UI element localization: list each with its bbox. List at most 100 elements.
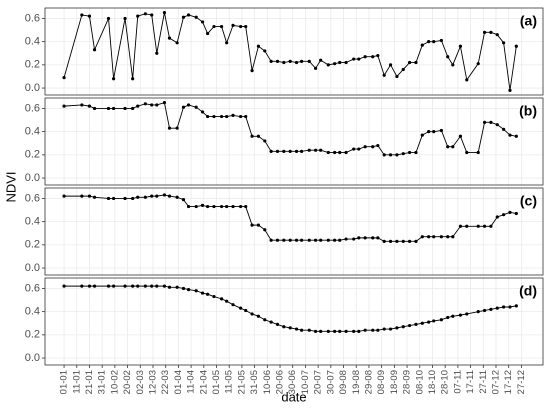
point: [382, 327, 386, 331]
x-tick-label: 17-11: [465, 370, 476, 394]
point: [269, 320, 273, 324]
point: [432, 319, 436, 323]
point: [395, 74, 399, 79]
point: [482, 30, 487, 34]
point: [489, 224, 493, 228]
point: [106, 284, 111, 288]
point: [363, 145, 367, 149]
point: [432, 130, 436, 134]
point: [239, 306, 243, 310]
point: [401, 67, 405, 72]
point: [401, 152, 405, 156]
point: [219, 24, 224, 29]
point: [338, 329, 342, 333]
point: [420, 133, 424, 137]
point: [427, 235, 431, 239]
point: [352, 147, 356, 151]
point: [344, 150, 348, 155]
point: [162, 193, 167, 197]
point: [388, 239, 393, 243]
y-tick-label: 0.0: [25, 172, 40, 184]
point: [307, 148, 311, 152]
point: [282, 238, 286, 242]
point: [307, 238, 311, 242]
point: [476, 310, 480, 314]
point: [244, 204, 248, 209]
point: [231, 204, 235, 209]
point: [427, 130, 431, 134]
point: [181, 198, 186, 202]
point: [300, 238, 304, 242]
point: [175, 41, 179, 45]
x-tick-label: 30-06: [287, 370, 298, 394]
point: [294, 238, 299, 242]
point: [250, 312, 254, 316]
point: [256, 44, 261, 48]
point: [508, 88, 512, 92]
x-tick-label: 31-05: [249, 370, 260, 394]
point: [476, 62, 480, 66]
point: [288, 149, 292, 153]
point: [333, 62, 337, 66]
point: [420, 321, 424, 325]
point: [495, 123, 499, 127]
point: [458, 224, 463, 228]
point: [131, 77, 135, 81]
point: [225, 299, 229, 303]
point: [143, 12, 147, 16]
point: [300, 328, 304, 332]
point: [219, 204, 224, 209]
point: [186, 204, 191, 209]
point: [106, 196, 111, 201]
point: [482, 308, 487, 313]
point: [186, 13, 191, 17]
point: [338, 60, 342, 65]
point: [371, 145, 375, 149]
point: [212, 114, 216, 119]
point: [269, 238, 273, 242]
point: [408, 60, 412, 65]
point: [408, 150, 412, 155]
point: [476, 224, 480, 228]
point: [244, 308, 248, 313]
x-tick-label: 21-05: [236, 370, 247, 394]
x-tick-label: 29-08: [363, 370, 374, 394]
point: [508, 210, 512, 214]
point: [200, 291, 205, 295]
x-tick-label: 02-03: [135, 370, 146, 394]
panel-background: [45, 8, 543, 95]
point: [288, 326, 292, 330]
point: [451, 145, 455, 149]
point: [231, 23, 235, 27]
point: [465, 224, 469, 228]
point: [225, 114, 229, 119]
point: [432, 235, 436, 239]
point: [244, 24, 248, 29]
point: [162, 101, 167, 105]
point: [382, 153, 386, 157]
point: [482, 120, 487, 124]
x-tick-label: 28-09: [402, 370, 413, 394]
y-tick-label: 0.6: [25, 192, 40, 204]
point: [439, 38, 443, 43]
x-tick-label: 11-01: [71, 370, 82, 394]
panel-background: [45, 188, 543, 275]
point: [131, 106, 135, 111]
point: [508, 305, 512, 309]
point: [338, 238, 342, 242]
x-tick-label: 18-10: [427, 370, 438, 394]
point: [269, 149, 273, 153]
point: [514, 134, 518, 138]
point: [112, 196, 116, 201]
point: [357, 147, 361, 151]
x-tick-label: 11-04: [186, 370, 197, 394]
point: [106, 16, 111, 21]
point: [333, 150, 337, 155]
point: [206, 31, 210, 36]
point: [80, 13, 84, 17]
point: [80, 103, 84, 107]
point: [439, 318, 443, 322]
panel-border: [44, 277, 544, 366]
point: [333, 329, 337, 333]
point: [319, 329, 323, 333]
